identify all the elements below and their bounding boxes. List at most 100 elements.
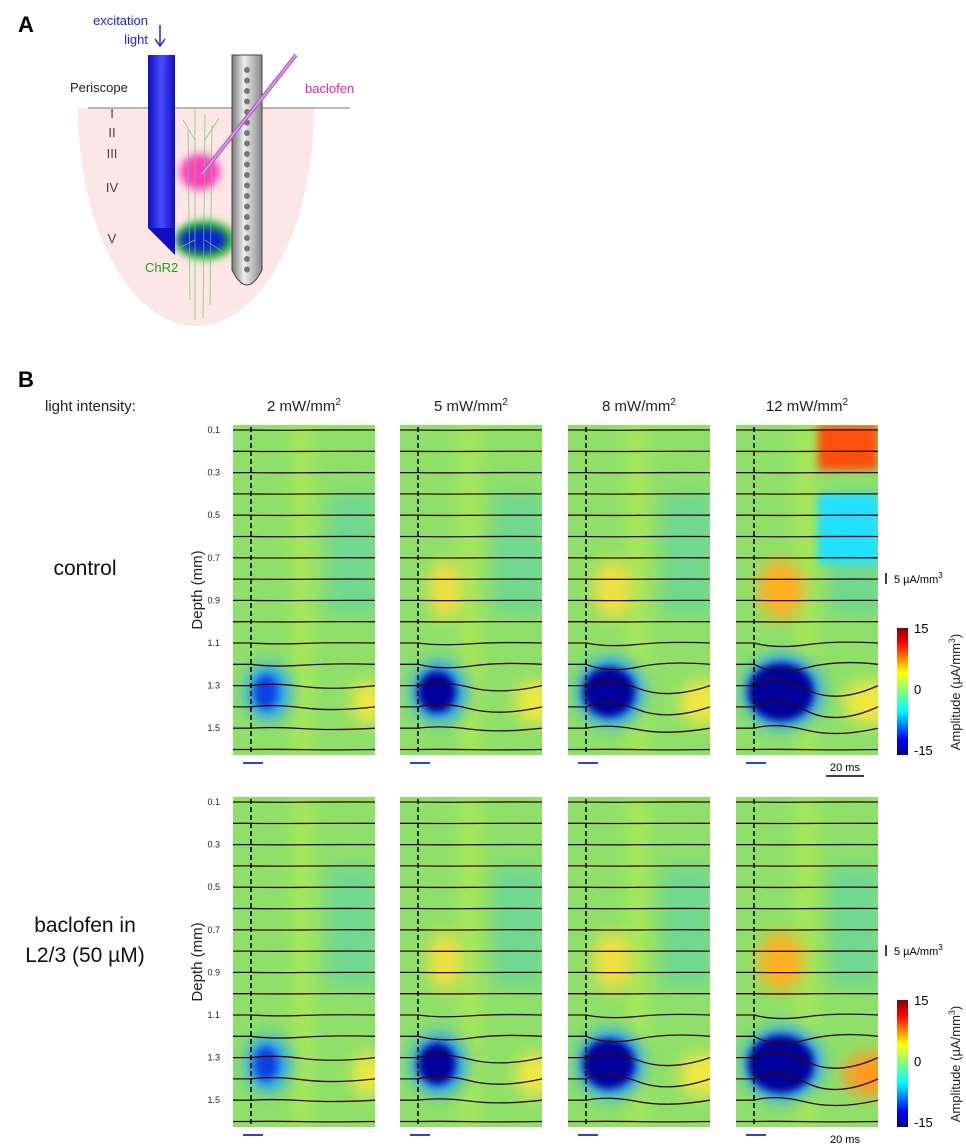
sink-core (418, 670, 456, 713)
colorbar-label-end: ) (948, 1006, 963, 1010)
heatmap (736, 797, 879, 1136)
trace (233, 726, 376, 731)
probe-site (244, 140, 250, 147)
depth-tick-label: 0.5 (207, 882, 220, 892)
chr2-label: ChR2 (145, 260, 178, 275)
colorbar-label: Amplitude (µA/mm3) (947, 1006, 963, 1123)
field-band (495, 865, 542, 986)
depth-tick-label: 0.1 (207, 797, 220, 807)
sink-core (583, 666, 635, 717)
trace (568, 1120, 711, 1123)
trace (736, 748, 879, 751)
column-title-sup: 2 (670, 397, 676, 408)
probe-site (244, 193, 250, 199)
field-band (293, 425, 313, 755)
colorbar-label-text: Amplitude (µA/mm (948, 1015, 963, 1122)
colorbar-tick-label: 0 (914, 682, 921, 697)
trace (233, 1035, 376, 1039)
condition-label: baclofen in (34, 914, 136, 937)
trace (736, 701, 879, 719)
amplitude-scale-text: 5 µA/mm (894, 946, 938, 958)
column-title-sup: 2 (335, 397, 341, 408)
amplitude-scale-sup: 3 (938, 943, 943, 952)
colorbar-label-sup: 3 (947, 638, 957, 643)
probe-site (244, 88, 250, 94)
heatmap-field (568, 797, 710, 1127)
probe-site (244, 203, 250, 210)
colorbar-label: Amplitude (µA/mm3) (947, 634, 963, 751)
probe-site (244, 235, 250, 241)
trace (568, 1034, 711, 1043)
hot-spot (758, 931, 804, 992)
probe-site (244, 151, 250, 157)
excitation-label: excitation (93, 13, 148, 28)
panel-label: A (18, 12, 34, 37)
trace (736, 679, 879, 697)
layer-label: I (110, 106, 114, 121)
hot-spot (758, 559, 804, 620)
heatmap-field (736, 797, 878, 1127)
condition-label: control (53, 557, 116, 580)
heatmap (736, 425, 879, 764)
probe-site (244, 77, 250, 84)
probe-site (244, 256, 250, 262)
depth-axis-label: Depth (mm) (189, 922, 206, 1001)
trace (233, 1098, 376, 1103)
trace (233, 1055, 376, 1061)
depth-tick-label: 0.7 (207, 553, 220, 563)
trace (400, 1034, 543, 1041)
time-scale-label: 20 ms (830, 1134, 860, 1146)
depth-axis-label: Depth (mm) (189, 550, 206, 629)
condition-label: L2/3 (50 µM) (25, 944, 144, 967)
trace (568, 1053, 711, 1067)
depth-tick-label: 0.1 (207, 425, 220, 435)
layer-label: IV (106, 180, 119, 195)
heatmap (233, 797, 376, 1136)
trace (736, 1073, 879, 1091)
trace (233, 704, 376, 711)
colorbar-tick-label: 15 (914, 993, 928, 1008)
trace (400, 1120, 543, 1123)
probe-site (244, 67, 250, 73)
hot-spot (352, 680, 375, 725)
probe-site (244, 130, 250, 136)
trace (736, 641, 879, 648)
hot-spot (515, 680, 542, 725)
hot-spot (843, 1052, 878, 1097)
trace (736, 1013, 879, 1020)
depth-tick-label: 0.3 (207, 840, 220, 850)
field-band (328, 865, 375, 986)
layer-label: V (108, 231, 117, 246)
column-title: 8 mW/mm2 (602, 397, 676, 415)
column-title-sup: 2 (502, 397, 508, 408)
depth-tick-label: 1.1 (207, 1010, 220, 1020)
trace (400, 703, 543, 713)
probe-site (244, 172, 250, 178)
heatmap-field (233, 797, 375, 1127)
field-band (663, 493, 710, 614)
hot-spot (818, 425, 878, 470)
trace (233, 1076, 376, 1083)
light-intensity-label: light intensity: (45, 398, 136, 415)
colorbar-label-sup: 3 (947, 1010, 957, 1015)
panel-label: B (18, 367, 34, 392)
trace (568, 681, 711, 695)
depth-tick-label: 1.3 (207, 681, 220, 691)
hot-spot (593, 931, 633, 992)
hot-spot (515, 1052, 542, 1097)
field-band (495, 493, 542, 614)
amplitude-scale-label: 5 µA/mm3 (894, 571, 943, 586)
light-label: light (124, 32, 148, 47)
hot-spot (593, 559, 633, 620)
field-band (831, 865, 878, 986)
sink (818, 493, 878, 564)
depth-tick-label: 1.5 (207, 1095, 220, 1105)
trace (233, 1120, 376, 1123)
field-band (460, 425, 480, 755)
baclofen-label: baclofen (305, 81, 354, 96)
trace (233, 642, 376, 645)
trace (400, 1013, 543, 1018)
depth-tick-label: 0.9 (207, 595, 220, 605)
trace (400, 1054, 543, 1064)
